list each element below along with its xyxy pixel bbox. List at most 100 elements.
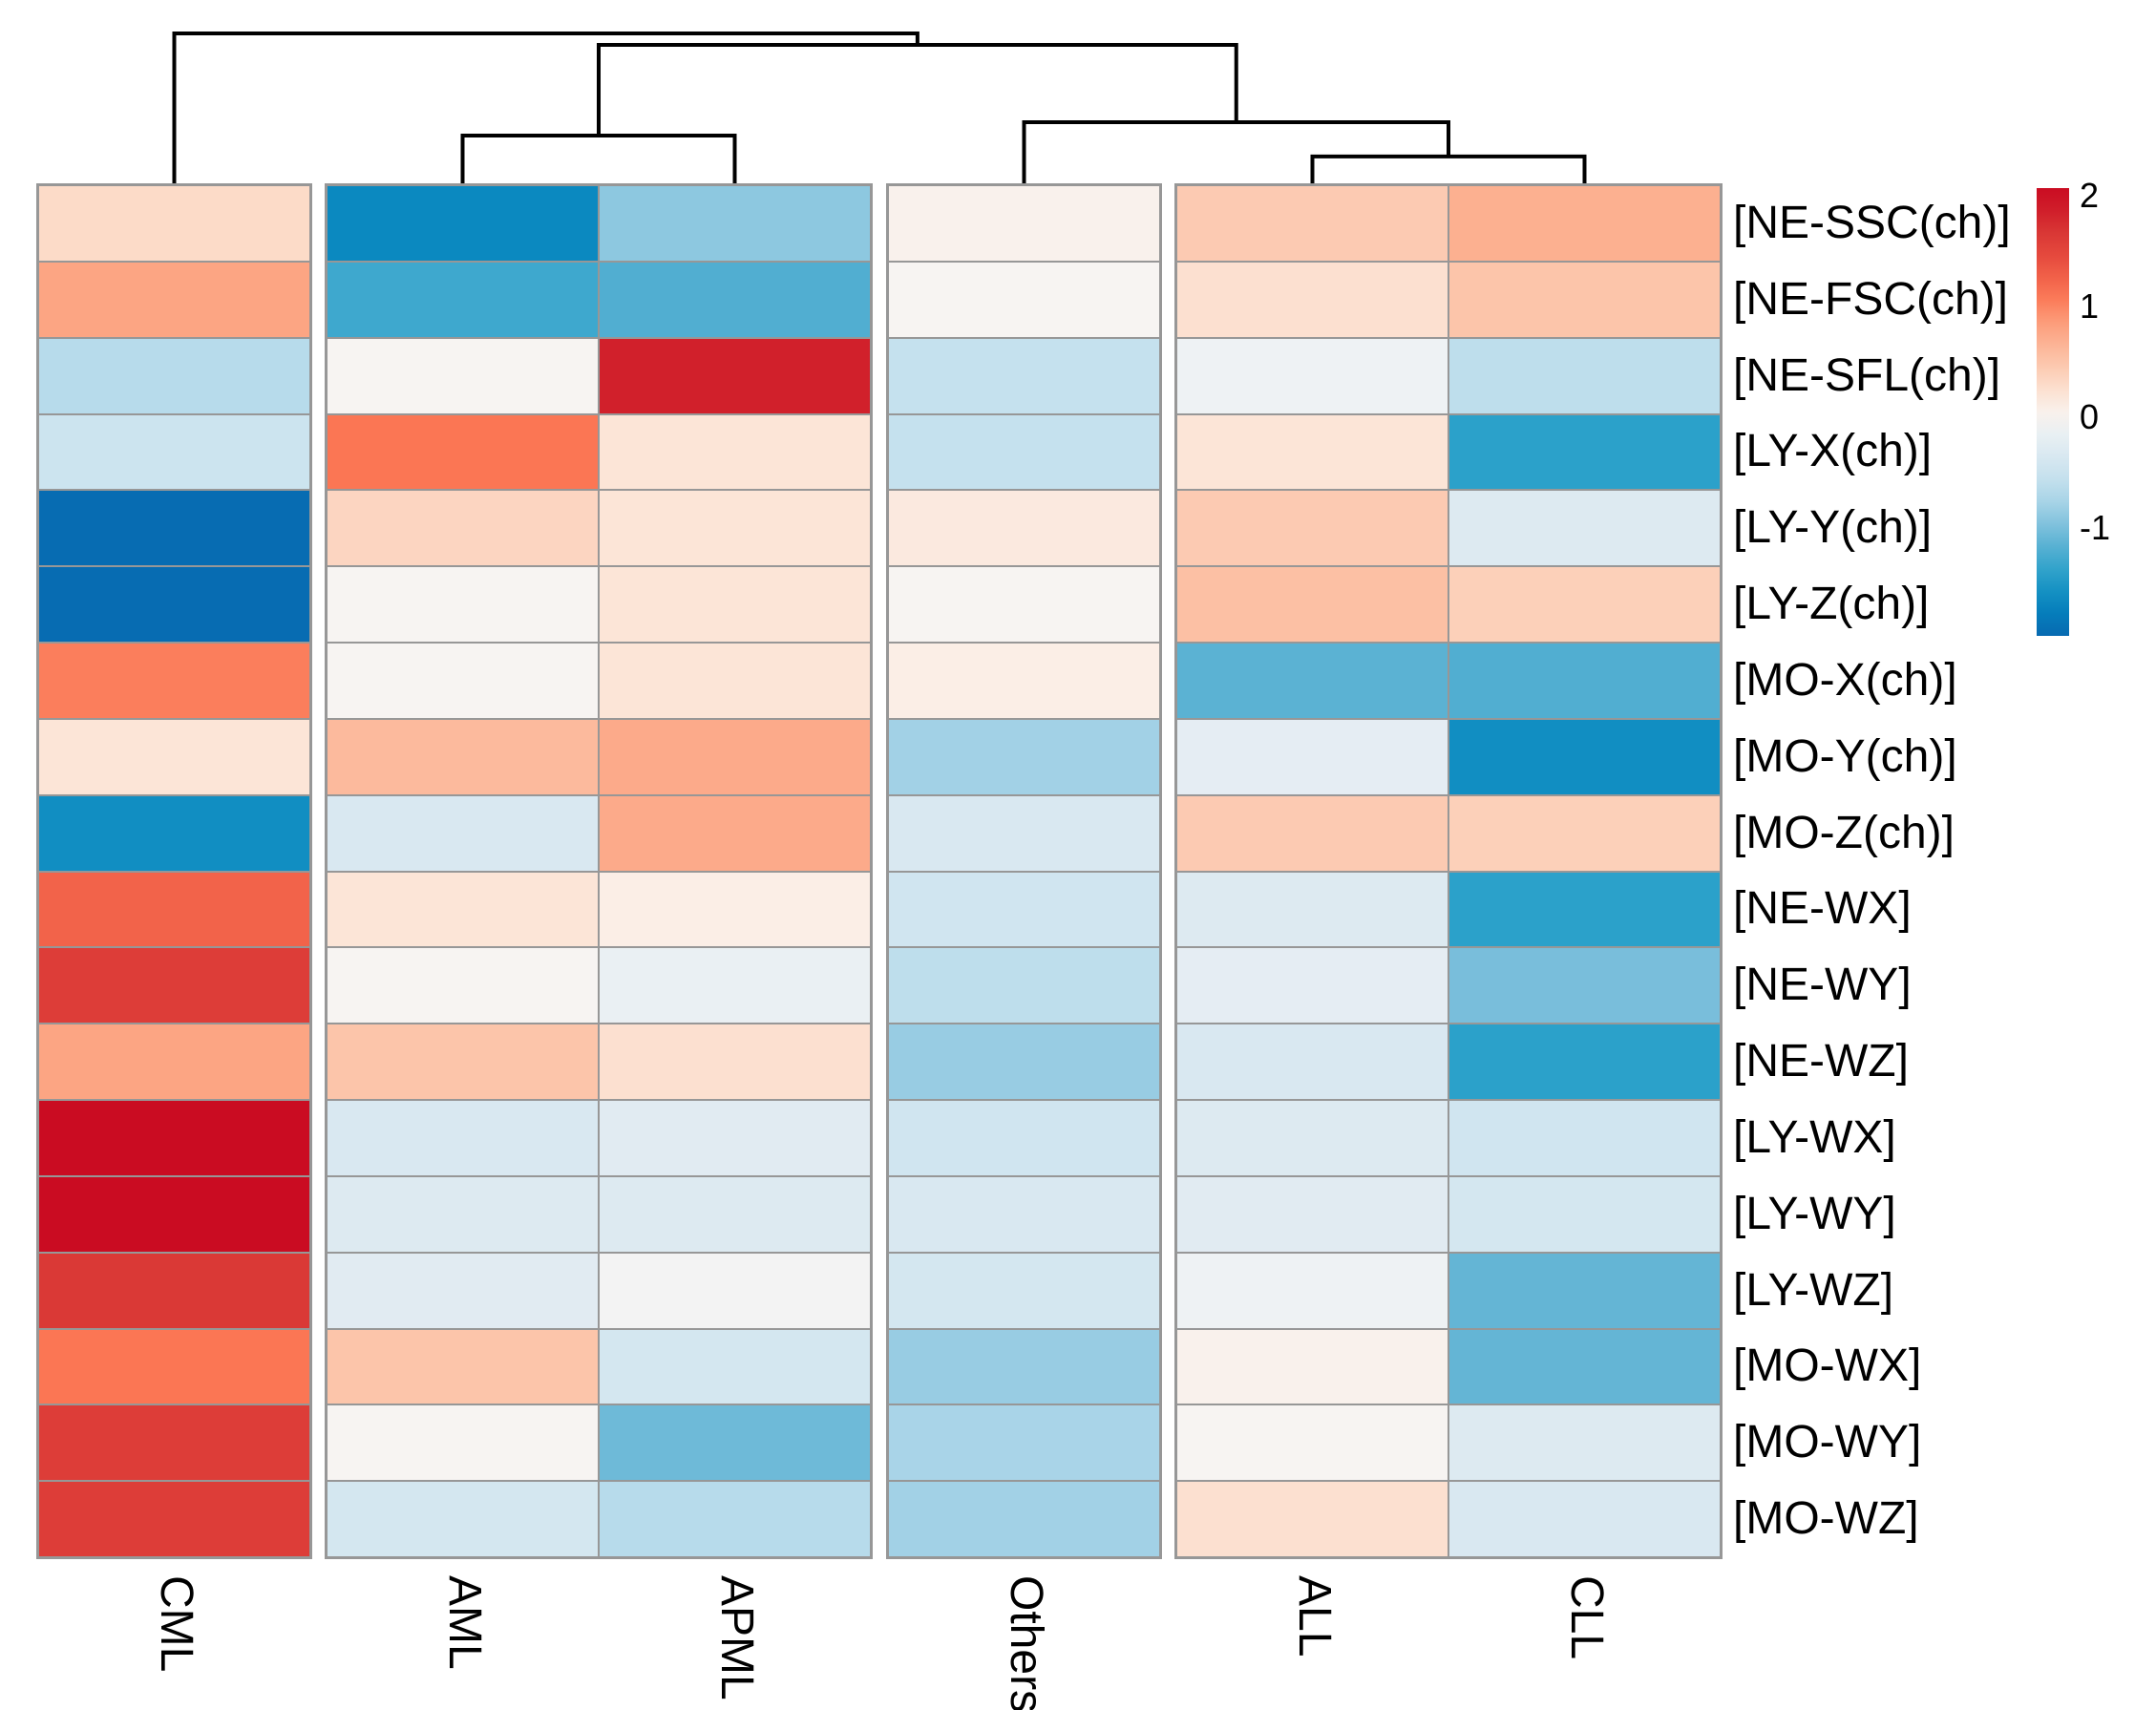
heatmap-cell (600, 1329, 870, 1404)
row-label: [NE-SSC(ch)] (1733, 197, 2011, 248)
row-label: [MO-WZ] (1733, 1493, 1919, 1545)
heatmap-cell (889, 1405, 1159, 1481)
heatmap-cell (1449, 1482, 1720, 1556)
heatmap-cell (889, 1176, 1159, 1252)
heatmap-cell (1177, 491, 1448, 566)
row-label: [NE-SFL(ch)] (1733, 349, 2001, 401)
colorbar-tick-label: 1 (2080, 286, 2100, 327)
heatmap-cell (1449, 414, 1720, 490)
row-label: [LY-X(ch)] (1733, 426, 1933, 477)
column-label: Others (1000, 1575, 1051, 1710)
heatmap-cell (600, 491, 870, 566)
dendrogram-branch (1310, 154, 1587, 184)
heatmap-cell (39, 872, 309, 947)
heatmap-cell (328, 491, 598, 566)
heatmap-cell (1177, 1253, 1448, 1328)
heatmap-cell (600, 262, 870, 337)
heatmap-cell (328, 795, 598, 871)
dendrogram-branch (172, 32, 919, 184)
heatmap-cell (328, 1176, 598, 1252)
colorbar-tick-label: 2 (2080, 176, 2100, 216)
row-label: [MO-X(ch)] (1733, 654, 1957, 706)
heatmap-cell (39, 491, 309, 566)
heatmap-cell (1177, 567, 1448, 642)
heatmap-cell (889, 262, 1159, 337)
heatmap-cell (328, 1482, 598, 1556)
heatmap-cell (1177, 795, 1448, 871)
heatmap-cell (600, 414, 870, 490)
colorbar-tick-label: 0 (2080, 397, 2100, 437)
row-label: [LY-Y(ch)] (1733, 502, 1933, 554)
colorbar-gradient (2037, 188, 2069, 636)
heatmap-cell (328, 1329, 598, 1404)
heatmap-cell (1177, 414, 1448, 490)
heatmap-cell (889, 1101, 1159, 1175)
heatmap-cell (328, 1024, 598, 1099)
heatmap-cell (889, 1482, 1159, 1556)
heatmap-cell (1177, 644, 1448, 718)
heatmap-cell (889, 1024, 1159, 1099)
heatmap-cell (328, 567, 598, 642)
heatmap-cell (1449, 795, 1720, 871)
row-label: [LY-WZ] (1733, 1264, 1894, 1316)
heatmap-cell (39, 186, 309, 261)
heatmap-cell (1449, 948, 1720, 1024)
heatmap-cell (889, 491, 1159, 566)
heatmap-cell (1177, 1101, 1448, 1175)
row-label: [LY-Z(ch)] (1733, 579, 1930, 630)
heatmap-cell (39, 719, 309, 794)
heatmap-cell (1177, 1329, 1448, 1404)
column-label: CLL (1560, 1575, 1612, 1660)
heatmap-cell (1177, 1482, 1448, 1556)
heatmap-cell (889, 338, 1159, 413)
heatmap-cell (1449, 1329, 1720, 1404)
heatmap-cell (600, 186, 870, 261)
heatmap-cell (600, 1101, 870, 1175)
heatmap-cell (39, 262, 309, 337)
heatmap-cell (1449, 719, 1720, 794)
heatmap-cell (889, 186, 1159, 261)
heatmap-cell (39, 1253, 309, 1328)
heatmap-cell (1449, 186, 1720, 261)
heatmap-cell (600, 1405, 870, 1481)
heatmap-cell (1449, 1101, 1720, 1175)
heatmap-cell (1449, 872, 1720, 947)
heatmap-cell (1177, 338, 1448, 413)
heatmap-cell (39, 414, 309, 490)
heatmap-cell (328, 719, 598, 794)
colorbar-tick-label: -1 (2080, 508, 2111, 548)
heatmap-column-group (325, 183, 873, 1559)
heatmap-cell (328, 262, 598, 337)
heatmap-cell (39, 644, 309, 718)
heatmap-cell (39, 1101, 309, 1175)
heatmap-cell (1177, 1024, 1448, 1099)
heatmap-cell (889, 1329, 1159, 1404)
column-label: AML (438, 1575, 490, 1670)
row-label: [MO-WX] (1733, 1341, 1922, 1392)
heatmap-cell (39, 795, 309, 871)
heatmap-cell (39, 948, 309, 1024)
heatmap-cell (889, 948, 1159, 1024)
heatmap-cell (39, 1329, 309, 1404)
heatmap-cell (328, 186, 598, 261)
heatmap-cell (1177, 872, 1448, 947)
row-label: [MO-WY] (1733, 1417, 1922, 1468)
heatmap-cell (600, 872, 870, 947)
heatmap-cell (1177, 948, 1448, 1024)
column-label: CML (150, 1575, 201, 1673)
row-label: [NE-WZ] (1733, 1036, 1909, 1087)
column-label: ALL (1288, 1575, 1340, 1657)
row-label: [MO-Z(ch)] (1733, 807, 1955, 858)
heatmap-cell (1449, 491, 1720, 566)
heatmap-cell (1449, 338, 1720, 413)
heatmap-cell (600, 948, 870, 1024)
heatmap-cell (1449, 262, 1720, 337)
heatmap-cell (600, 644, 870, 718)
heatmap-cell (889, 795, 1159, 871)
heatmap-cell (328, 644, 598, 718)
heatmap-cell (328, 1253, 598, 1328)
heatmap-column-group (886, 183, 1162, 1559)
heatmap-cell (1177, 186, 1448, 261)
